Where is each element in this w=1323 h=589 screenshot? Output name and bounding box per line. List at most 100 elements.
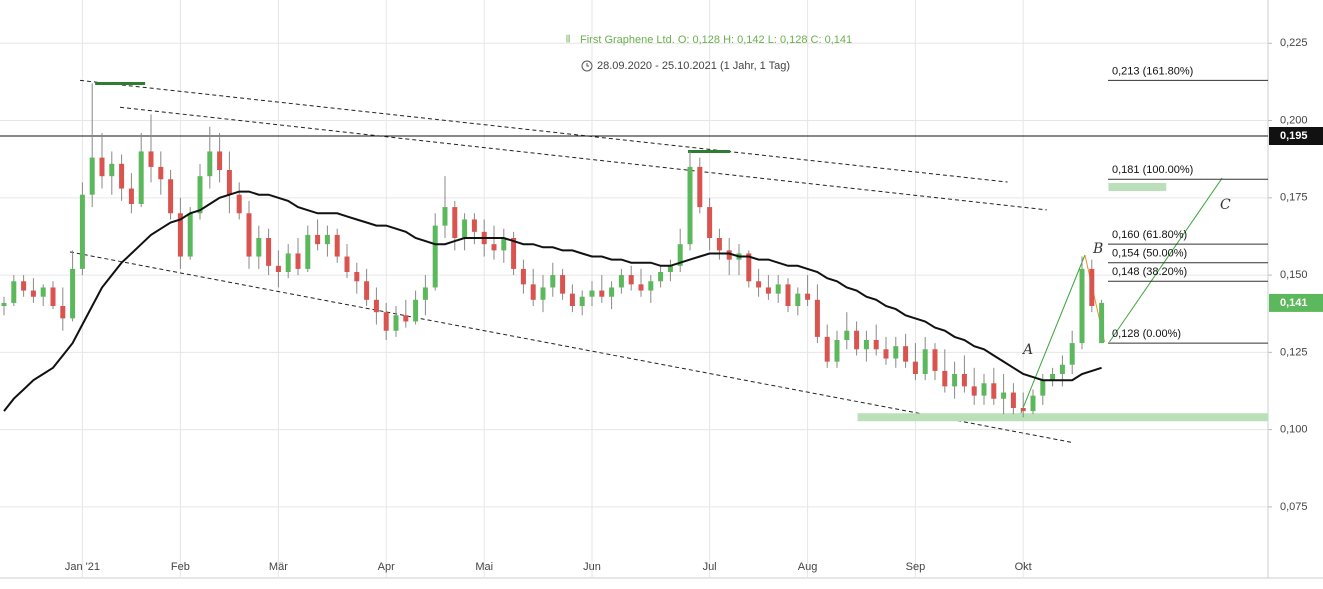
- candle-body: [158, 166, 164, 180]
- fib-label: 0,148 (38.20%): [1112, 266, 1187, 278]
- candle-body: [324, 234, 330, 245]
- candle-body: [413, 299, 419, 322]
- candle-body: [765, 287, 771, 294]
- candle-body: [1001, 392, 1007, 399]
- candle-body: [638, 284, 644, 291]
- candle-body: [952, 374, 958, 387]
- x-tick-label: Jan '21: [65, 561, 100, 573]
- candle-body: [599, 290, 605, 297]
- candle-body: [246, 213, 252, 257]
- candle-body: [266, 238, 272, 266]
- clock-hands: [586, 63, 589, 67]
- candle-body: [540, 287, 546, 300]
- candle-body: [961, 374, 967, 387]
- candle-body: [148, 151, 154, 167]
- candle-body: [834, 340, 840, 362]
- candle-body: [40, 287, 46, 297]
- last-price-box: [1269, 293, 1323, 312]
- candle-body: [471, 219, 477, 232]
- candle-body: [305, 234, 311, 269]
- candle-body: [805, 293, 811, 300]
- candle-body: [187, 213, 193, 257]
- candle-body: [873, 340, 879, 350]
- candle-body: [364, 281, 370, 300]
- candle-body: [511, 238, 517, 269]
- candle-body: [1040, 380, 1046, 396]
- grid-layer: 0,075 0,100 0,125 0,150 0,175 0,200 0,225 Jan '…: [0, 0, 1308, 578]
- x-tick-label: Jun: [583, 561, 601, 573]
- candle-body: [315, 234, 321, 245]
- candle-body: [11, 281, 17, 303]
- candle-body: [756, 281, 762, 288]
- candle-body: [893, 346, 899, 359]
- header-icon: ⫴: [566, 35, 570, 46]
- candle-body: [726, 250, 732, 260]
- x-tick-label: Apr: [378, 561, 395, 573]
- header-date-range: 28.09.2020 - 25.10.2021 (1 Jahr, 1 Tag): [597, 60, 790, 72]
- y-tick-label: 0,200: [1280, 114, 1308, 126]
- candle-body: [677, 244, 683, 266]
- candle-body: [1099, 302, 1105, 344]
- trend-line: [1019, 254, 1086, 415]
- horizontal-line-box: [1269, 127, 1323, 145]
- x-tick-label: Aug: [798, 561, 818, 573]
- candle-body: [628, 275, 634, 285]
- last-price-label: 0,141: [1280, 297, 1308, 309]
- trend-line: [79, 79, 1008, 183]
- header: ⫴ First Graphene Ltd. O: 0,128 H: 0,142 …: [566, 34, 852, 72]
- candle-body: [403, 315, 409, 322]
- candle-body: [30, 290, 36, 297]
- candle-body: [70, 268, 76, 319]
- candle-body: [1030, 395, 1036, 412]
- fib-label: 0,154 (50.00%): [1112, 248, 1187, 260]
- fib-label: 0,181 (100.00%): [1112, 164, 1193, 176]
- candle-body: [844, 330, 850, 340]
- candle-body: [795, 293, 801, 306]
- candle-body: [609, 287, 615, 297]
- candle-body: [922, 349, 928, 374]
- candle-body: [79, 194, 85, 269]
- candle-body: [942, 370, 948, 387]
- candle-body: [452, 207, 458, 238]
- candle-body: [932, 349, 938, 371]
- candle-body: [393, 315, 399, 331]
- candle-body: [99, 157, 105, 177]
- y-tick-label: 0,175: [1280, 192, 1308, 204]
- drawings-layer: 0,213 (161.80%) 0,181 (100.00%) 0,160 (61.…: [0, 65, 1269, 444]
- y-tick-label: 0,100: [1280, 424, 1308, 436]
- x-tick-label: Mai: [475, 561, 493, 573]
- candle-body: [1089, 268, 1095, 306]
- candle-body: [520, 268, 526, 285]
- wave-label: B: [1092, 241, 1103, 257]
- y-tick-label: 0,075: [1280, 501, 1308, 513]
- x-tick-label: Feb: [171, 561, 190, 573]
- candle-body: [716, 238, 722, 251]
- candle-body: [903, 346, 909, 362]
- candle-body: [530, 284, 536, 300]
- candle-body: [912, 361, 918, 374]
- candle-body: [432, 225, 438, 288]
- candle-body: [981, 383, 987, 396]
- x-tick-label: Jul: [703, 561, 717, 573]
- candle-body: [1, 302, 7, 306]
- candle-body: [746, 253, 752, 282]
- x-tick-label: Okt: [1015, 561, 1032, 573]
- candle-body: [197, 176, 203, 214]
- candle-body: [648, 281, 654, 291]
- fib-label: 0,128 (0.00%): [1112, 328, 1181, 340]
- candle-body: [667, 265, 673, 272]
- clock-icon: [581, 60, 593, 72]
- candle-body: [89, 157, 95, 195]
- fib-label: 0,160 (61.80%): [1112, 229, 1187, 241]
- candle-body: [501, 238, 507, 251]
- candle-body: [109, 163, 115, 177]
- candle-body: [138, 151, 144, 204]
- candle-body: [971, 386, 977, 396]
- candle-body: [883, 349, 889, 359]
- candle-body: [275, 265, 281, 272]
- candle-body: [579, 296, 585, 306]
- wave-label: C: [1220, 197, 1231, 213]
- moving-average: [3, 190, 1102, 412]
